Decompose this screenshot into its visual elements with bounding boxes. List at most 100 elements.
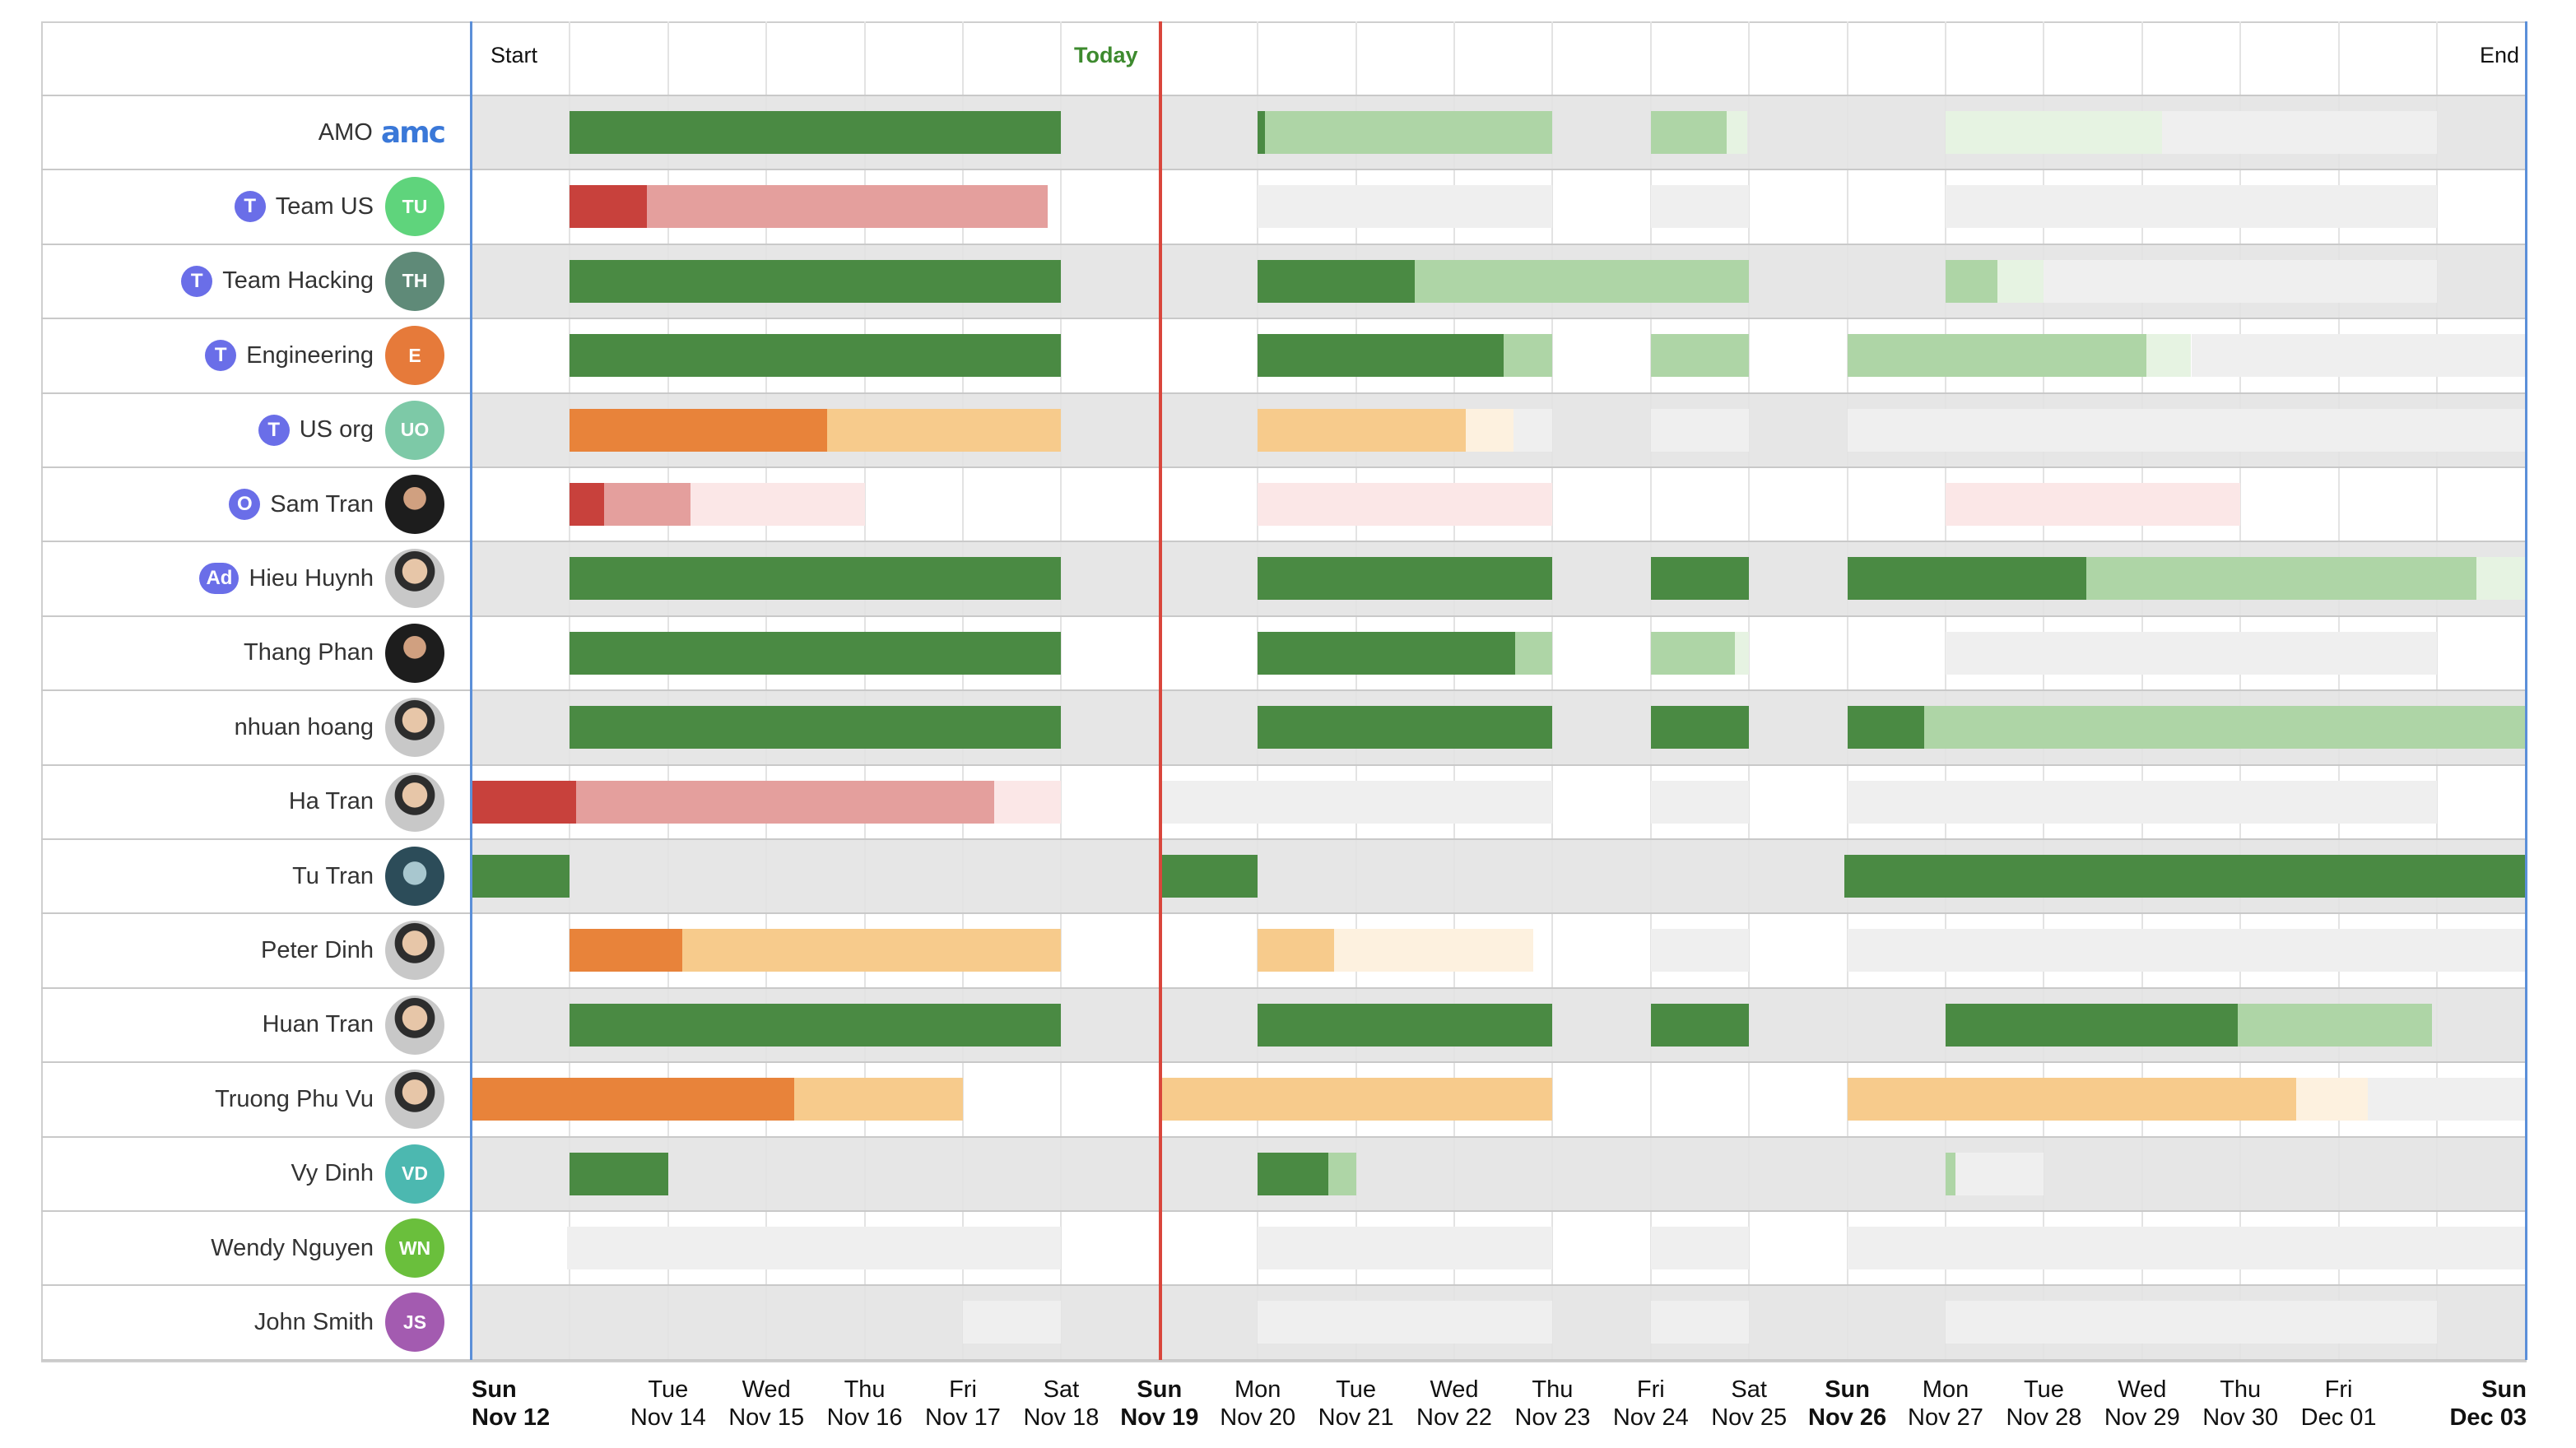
task-bar[interactable] bbox=[1650, 780, 1750, 824]
row-label[interactable]: T Engineering E bbox=[205, 318, 444, 392]
task-bar[interactable] bbox=[566, 1227, 1062, 1269]
row-label[interactable]: Ha Tran bbox=[289, 765, 444, 839]
task-bar[interactable] bbox=[1650, 408, 1750, 452]
row-label[interactable]: Truong Phu Vu bbox=[215, 1062, 444, 1136]
task-bar[interactable] bbox=[472, 780, 576, 824]
task-bar[interactable] bbox=[1159, 1078, 1553, 1121]
task-bar[interactable] bbox=[1946, 185, 2437, 229]
row-label[interactable]: nhuan hoang bbox=[235, 690, 444, 764]
task-bar[interactable] bbox=[1650, 1227, 1750, 1269]
task-bar[interactable] bbox=[570, 483, 605, 526]
task-bar[interactable] bbox=[1258, 185, 1553, 229]
row-label[interactable]: Huan Tran bbox=[263, 988, 444, 1062]
task-bar[interactable] bbox=[963, 1301, 1062, 1344]
task-bar[interactable] bbox=[2191, 334, 2527, 378]
task-bar[interactable] bbox=[570, 1003, 1062, 1047]
task-bar[interactable] bbox=[570, 408, 828, 452]
row-label[interactable]: T Team US TU bbox=[234, 169, 444, 244]
task-bar[interactable] bbox=[2146, 334, 2192, 378]
task-bar[interactable] bbox=[1847, 780, 2437, 824]
task-bar[interactable] bbox=[1946, 111, 2162, 154]
row-label[interactable]: AMO amc bbox=[319, 95, 446, 169]
row-label[interactable]: Ad Hieu Huynh bbox=[199, 541, 444, 615]
row-label[interactable]: Thang Phan bbox=[244, 616, 444, 690]
row-label[interactable]: Wendy Nguyen WN bbox=[211, 1211, 444, 1285]
task-bar[interactable] bbox=[1847, 408, 2527, 452]
task-bar[interactable] bbox=[1159, 780, 1553, 824]
task-bar[interactable] bbox=[1258, 929, 1335, 972]
task-bar[interactable] bbox=[793, 1078, 963, 1121]
task-bar[interactable] bbox=[1997, 259, 2044, 303]
task-bar[interactable] bbox=[472, 1078, 794, 1121]
task-bar[interactable] bbox=[2085, 557, 2476, 601]
task-bar[interactable] bbox=[1844, 855, 2527, 898]
task-bar[interactable] bbox=[1946, 631, 2437, 675]
row-label[interactable]: John Smith JS bbox=[254, 1285, 444, 1359]
task-bar[interactable] bbox=[1258, 1301, 1553, 1344]
task-bar[interactable] bbox=[1847, 1078, 2297, 1121]
row-label[interactable]: Peter Dinh bbox=[261, 913, 444, 987]
row-label[interactable]: T US org UO bbox=[258, 393, 444, 467]
task-bar[interactable] bbox=[1946, 1301, 2437, 1344]
task-bar[interactable] bbox=[1847, 557, 2086, 601]
task-bar[interactable] bbox=[1650, 1003, 1750, 1047]
task-bar[interactable] bbox=[1955, 1152, 2044, 1195]
task-bar[interactable] bbox=[1466, 408, 1514, 452]
task-bar[interactable] bbox=[570, 706, 1062, 750]
task-bar[interactable] bbox=[570, 1152, 668, 1195]
row-label[interactable]: O Sam Tran bbox=[229, 467, 444, 541]
task-bar[interactable] bbox=[570, 334, 1062, 378]
task-bar[interactable] bbox=[472, 855, 570, 898]
task-bar[interactable] bbox=[2237, 1003, 2433, 1047]
task-bar[interactable] bbox=[1650, 631, 1736, 675]
task-bar[interactable] bbox=[1258, 408, 1467, 452]
task-bar[interactable] bbox=[1923, 706, 2527, 750]
task-bar[interactable] bbox=[2296, 1078, 2369, 1121]
task-bar[interactable] bbox=[1258, 259, 1416, 303]
task-bar[interactable] bbox=[1328, 1152, 1356, 1195]
task-bar[interactable] bbox=[1513, 408, 1553, 452]
task-bar[interactable] bbox=[1415, 259, 1750, 303]
row-label[interactable]: Tu Tran bbox=[292, 839, 444, 913]
task-bar[interactable] bbox=[1159, 855, 1258, 898]
task-bar[interactable] bbox=[1258, 483, 1553, 526]
task-bar[interactable] bbox=[1946, 1152, 1955, 1195]
task-bar[interactable] bbox=[1650, 557, 1750, 601]
task-bar[interactable] bbox=[1650, 334, 1750, 378]
task-bar[interactable] bbox=[827, 408, 1062, 452]
task-bar[interactable] bbox=[1258, 557, 1553, 601]
task-bar[interactable] bbox=[1847, 929, 2527, 972]
task-bar[interactable] bbox=[1258, 334, 1504, 378]
task-bar[interactable] bbox=[1258, 111, 1265, 154]
task-bar[interactable] bbox=[646, 185, 1048, 229]
task-bar[interactable] bbox=[570, 557, 1062, 601]
task-bar[interactable] bbox=[1847, 334, 2146, 378]
task-bar[interactable] bbox=[1264, 111, 1553, 154]
task-bar[interactable] bbox=[570, 631, 1062, 675]
row-label[interactable]: T Team Hacking TH bbox=[181, 244, 444, 318]
task-bar[interactable] bbox=[1735, 631, 1750, 675]
task-bar[interactable] bbox=[1847, 1227, 2527, 1269]
task-bar[interactable] bbox=[690, 483, 865, 526]
task-bar[interactable] bbox=[2476, 557, 2527, 601]
task-bar[interactable] bbox=[994, 780, 1062, 824]
task-bar[interactable] bbox=[1515, 631, 1553, 675]
task-bar[interactable] bbox=[1334, 929, 1533, 972]
task-bar[interactable] bbox=[2161, 111, 2437, 154]
task-bar[interactable] bbox=[681, 929, 1062, 972]
task-bar[interactable] bbox=[570, 929, 682, 972]
task-bar[interactable] bbox=[1503, 334, 1553, 378]
task-bar[interactable] bbox=[1258, 706, 1553, 750]
task-bar[interactable] bbox=[604, 483, 691, 526]
task-bar[interactable] bbox=[1946, 483, 2241, 526]
task-bar[interactable] bbox=[2044, 259, 2437, 303]
task-bar[interactable] bbox=[1258, 1003, 1553, 1047]
task-bar[interactable] bbox=[2368, 1078, 2527, 1121]
task-bar[interactable] bbox=[1847, 706, 1924, 750]
task-bar[interactable] bbox=[1726, 111, 1747, 154]
task-bar[interactable] bbox=[1650, 1301, 1750, 1344]
row-label[interactable]: Vy Dinh VD bbox=[291, 1137, 444, 1211]
task-bar[interactable] bbox=[1650, 185, 1750, 229]
task-bar[interactable] bbox=[1946, 1003, 2238, 1047]
task-bar[interactable] bbox=[1258, 631, 1515, 675]
